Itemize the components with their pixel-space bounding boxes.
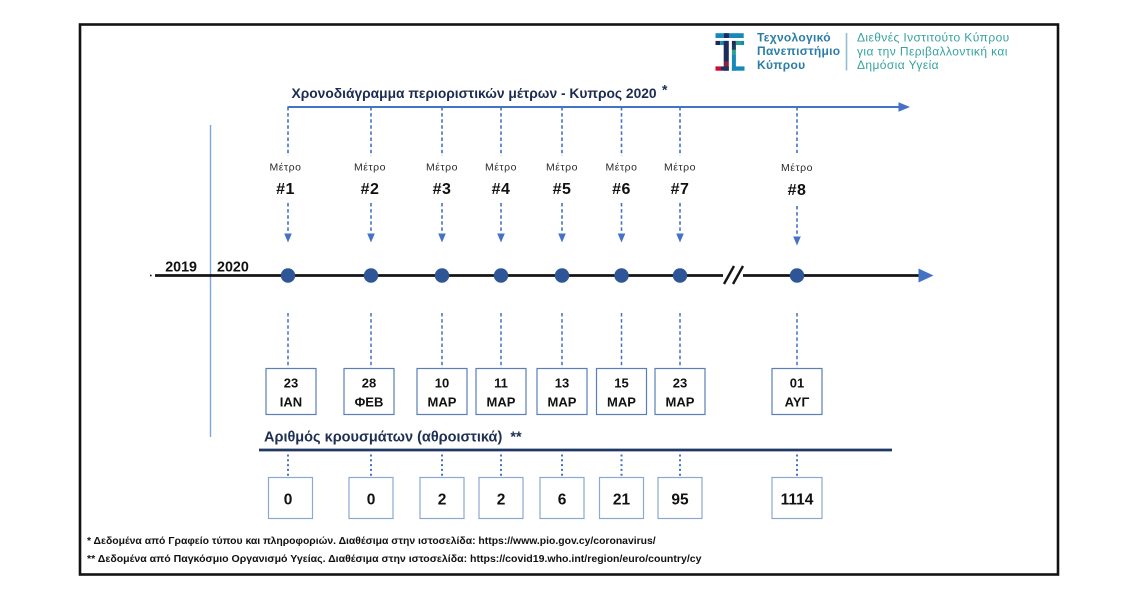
svg-text:21: 21: [613, 492, 631, 509]
svg-text:Διεθνές Ινστιτούτο Κύπρου: Διεθνές Ινστιτούτο Κύπρου: [857, 31, 1010, 45]
svg-text:ΑΥΓ: ΑΥΓ: [785, 395, 810, 410]
svg-text:ΜΑΡ: ΜΑΡ: [666, 395, 695, 410]
svg-text:Μέτρο: Μέτρο: [664, 162, 696, 174]
svg-text:0: 0: [284, 492, 293, 509]
svg-text:*: *: [662, 82, 668, 98]
svg-text:ΜΑΡ: ΜΑΡ: [428, 395, 457, 410]
svg-text:για την Περιβαλλοντική και: για την Περιβαλλοντική και: [857, 44, 1008, 58]
svg-text:10: 10: [435, 376, 449, 391]
svg-text:11: 11: [494, 376, 508, 391]
svg-text:2: 2: [497, 492, 506, 509]
svg-text:#2: #2: [361, 181, 380, 198]
svg-text:2019: 2019: [165, 260, 197, 276]
svg-text:Μέτρο: Μέτρο: [781, 162, 813, 174]
svg-text:ΙΑΝ: ΙΑΝ: [280, 395, 302, 410]
svg-text:1114: 1114: [781, 492, 814, 509]
svg-text:Πανεπιστήμιο: Πανεπιστήμιο: [757, 44, 840, 58]
svg-text:#7: #7: [671, 181, 690, 198]
svg-text:0: 0: [367, 492, 376, 509]
svg-text:#5: #5: [553, 181, 572, 198]
svg-text:Τεχνολογικό: Τεχνολογικό: [757, 31, 831, 45]
svg-text:6: 6: [558, 492, 567, 509]
svg-text:ΜΑΡ: ΜΑΡ: [548, 395, 577, 410]
svg-text:Μέτρο: Μέτρο: [354, 162, 386, 174]
svg-text:ΦΕΒ: ΦΕΒ: [355, 395, 384, 410]
svg-text:** Δεδομένα από Παγκόσμιο Οργα: ** Δεδομένα από Παγκόσμιο Οργανισμό Υγεί…: [87, 553, 702, 565]
svg-text:#4: #4: [492, 181, 511, 198]
svg-text:Μέτρο: Μέτρο: [606, 162, 638, 174]
svg-text:23: 23: [673, 376, 687, 391]
svg-text:01: 01: [790, 376, 804, 391]
svg-text:95: 95: [671, 492, 689, 509]
svg-text:Μέτρο: Μέτρο: [426, 162, 458, 174]
svg-text:#6: #6: [612, 181, 631, 198]
svg-text:Αριθμός κρουσμάτων (αθροιστικά: Αριθμός κρουσμάτων (αθροιστικά) **: [264, 430, 522, 446]
svg-text:* Δεδομένα από Γραφείο τύπου κ: * Δεδομένα από Γραφείο τύπου και πληροφο…: [87, 536, 656, 547]
svg-text:#8: #8: [788, 182, 807, 199]
svg-text:13: 13: [555, 376, 569, 391]
svg-text:Μέτρο: Μέτρο: [546, 162, 578, 174]
svg-text:#3: #3: [433, 181, 452, 198]
svg-text:2: 2: [438, 492, 447, 509]
svg-text:ΜΑΡ: ΜΑΡ: [607, 395, 636, 410]
svg-text:23: 23: [284, 376, 298, 391]
svg-text:15: 15: [614, 376, 628, 391]
svg-text:28: 28: [362, 376, 376, 391]
svg-text:Μέτρο: Μέτρο: [270, 162, 302, 174]
svg-text:2020: 2020: [217, 260, 249, 276]
svg-text:Κύπρου: Κύπρου: [757, 58, 805, 72]
svg-text:ΜΑΡ: ΜΑΡ: [487, 395, 516, 410]
svg-text:Μέτρο: Μέτρο: [485, 162, 517, 174]
svg-text:Χρονοδιάγραμμα περιοριστικών μ: Χρονοδιάγραμμα περιοριστικών μέτρων - Κυ…: [292, 86, 657, 101]
svg-text:Δημόσια Υγεία: Δημόσια Υγεία: [857, 58, 939, 72]
svg-text:#1: #1: [276, 181, 295, 198]
